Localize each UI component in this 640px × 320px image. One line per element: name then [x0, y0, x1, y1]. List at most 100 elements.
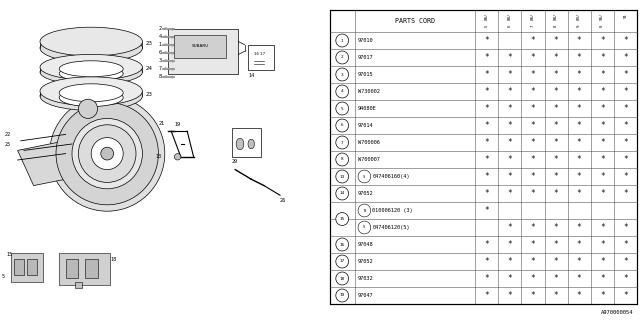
Text: *: * — [577, 172, 582, 181]
Text: PARTS CORD: PARTS CORD — [395, 18, 435, 24]
Text: 5: 5 — [2, 274, 5, 279]
Text: 21: 21 — [159, 121, 164, 126]
Text: *: * — [531, 53, 535, 62]
Text: 19: 19 — [340, 293, 345, 298]
Text: 16: 16 — [340, 243, 345, 246]
Text: *: * — [531, 138, 535, 147]
Ellipse shape — [248, 139, 254, 149]
Text: 4: 4 — [159, 34, 161, 39]
Text: 16 17: 16 17 — [254, 52, 266, 56]
Text: 15: 15 — [340, 217, 345, 221]
Text: *: * — [554, 87, 558, 96]
Text: *: * — [508, 274, 512, 283]
Bar — [11, 253, 43, 282]
Text: 25: 25 — [5, 141, 11, 147]
Text: *: * — [600, 172, 605, 181]
Text: *: * — [508, 87, 512, 96]
Ellipse shape — [56, 102, 158, 205]
Text: 0: 0 — [600, 24, 604, 27]
Text: *: * — [531, 189, 535, 198]
Text: *: * — [484, 291, 489, 300]
Ellipse shape — [78, 125, 136, 182]
Text: W700007: W700007 — [358, 157, 380, 162]
Text: *: * — [484, 274, 489, 283]
Ellipse shape — [40, 77, 142, 106]
Text: *: * — [577, 53, 582, 62]
Text: 5: 5 — [485, 24, 489, 27]
Text: *: * — [623, 223, 628, 232]
Bar — [76, 282, 82, 288]
Circle shape — [336, 289, 349, 302]
Text: 97015: 97015 — [358, 72, 374, 77]
Text: 13: 13 — [156, 154, 161, 159]
Text: 97032: 97032 — [358, 276, 374, 281]
Text: 6: 6 — [508, 24, 512, 27]
Text: *: * — [600, 87, 605, 96]
Ellipse shape — [40, 82, 142, 110]
Circle shape — [336, 85, 349, 98]
Text: 3: 3 — [159, 58, 161, 63]
Text: *: * — [508, 240, 512, 249]
Text: 2: 2 — [159, 26, 161, 31]
Text: *: * — [577, 104, 582, 113]
Text: 2: 2 — [341, 55, 344, 60]
Text: *: * — [623, 53, 628, 62]
Text: *: * — [554, 104, 558, 113]
Text: *: * — [577, 240, 582, 249]
Text: *: * — [484, 53, 489, 62]
Text: *: * — [484, 121, 489, 130]
Text: *: * — [554, 291, 558, 300]
Ellipse shape — [40, 34, 142, 62]
Text: *: * — [623, 36, 628, 45]
Text: *: * — [508, 121, 512, 130]
Text: 26: 26 — [280, 197, 286, 203]
Bar — [248, 45, 273, 70]
Text: S: S — [363, 226, 365, 229]
Text: 010006120 (3): 010006120 (3) — [372, 208, 413, 213]
Text: 13: 13 — [340, 174, 345, 179]
Ellipse shape — [40, 59, 142, 85]
Text: *: * — [623, 172, 628, 181]
Bar — [14, 259, 24, 275]
Circle shape — [358, 204, 371, 217]
Ellipse shape — [40, 27, 142, 56]
Text: *: * — [600, 223, 605, 232]
Text: *: * — [484, 138, 489, 147]
Text: 20: 20 — [85, 106, 91, 111]
Text: *: * — [623, 240, 628, 249]
Text: *: * — [484, 36, 489, 45]
Text: 6: 6 — [159, 50, 161, 55]
Bar — [232, 128, 261, 157]
Text: 90/: 90/ — [600, 12, 604, 20]
Text: *: * — [623, 104, 628, 113]
Text: 88/: 88/ — [554, 12, 558, 20]
Text: 18: 18 — [110, 257, 116, 262]
Text: A970000054: A970000054 — [601, 310, 634, 315]
Text: *: * — [577, 121, 582, 130]
Ellipse shape — [59, 89, 123, 107]
Text: *: * — [623, 121, 628, 130]
Text: *: * — [623, 155, 628, 164]
Circle shape — [358, 221, 371, 234]
Text: *: * — [508, 223, 512, 232]
Ellipse shape — [72, 118, 142, 189]
Text: *: * — [554, 240, 558, 249]
Text: 88/: 88/ — [531, 12, 535, 20]
Text: *: * — [531, 36, 535, 45]
Text: 4: 4 — [341, 90, 344, 93]
Text: 18: 18 — [340, 276, 345, 281]
Text: *: * — [508, 70, 512, 79]
Text: *: * — [577, 138, 582, 147]
Text: *: * — [600, 189, 605, 198]
Text: 17: 17 — [340, 260, 345, 263]
Text: *: * — [531, 121, 535, 130]
Circle shape — [336, 272, 349, 285]
Text: *: * — [508, 53, 512, 62]
Text: *: * — [484, 189, 489, 198]
Text: *: * — [554, 36, 558, 45]
Text: *: * — [531, 240, 535, 249]
Bar — [174, 35, 225, 58]
Text: *: * — [531, 87, 535, 96]
Text: *: * — [554, 257, 558, 266]
Text: *: * — [600, 257, 605, 266]
